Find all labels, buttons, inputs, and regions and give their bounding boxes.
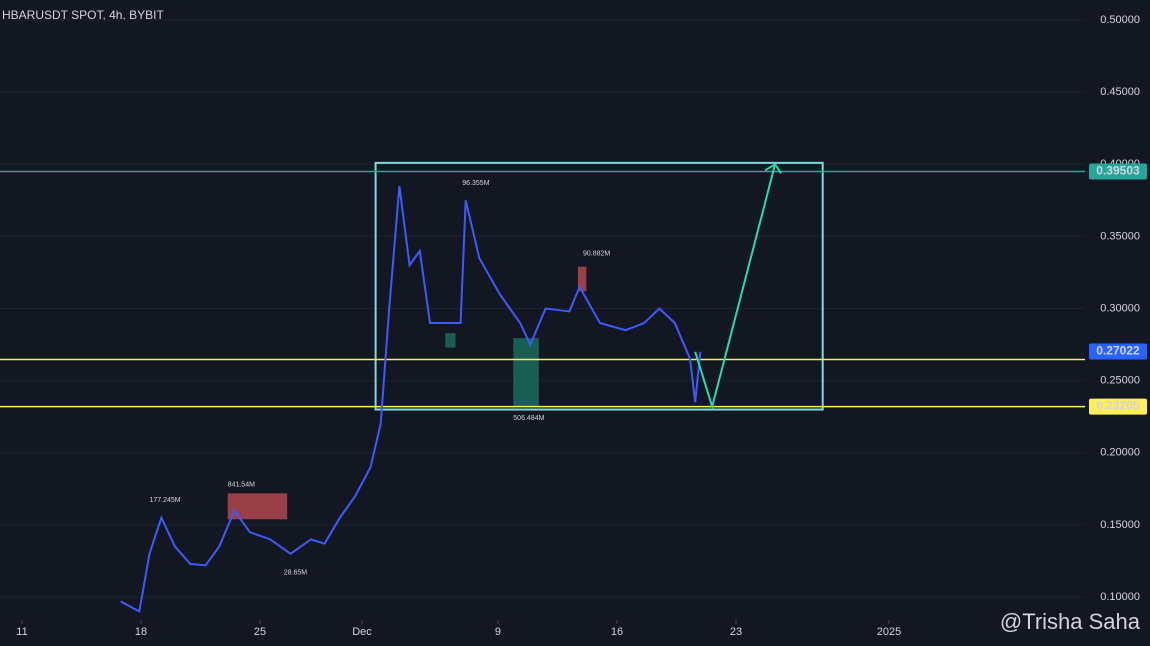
x-tick-label: 18 xyxy=(135,626,147,638)
y-tick-label: 0.10000 xyxy=(1100,591,1140,603)
x-tick-label: 23 xyxy=(730,626,742,638)
price-tag xyxy=(1089,163,1147,180)
x-tick-label: 16 xyxy=(611,626,623,638)
x-tick-label: 9 xyxy=(495,626,501,638)
annotation: 841.54M xyxy=(228,481,255,488)
zone xyxy=(577,266,587,292)
x-tick-label: Dec xyxy=(352,626,372,638)
price-tag xyxy=(1089,398,1147,415)
price-tag-label: 0.39503 xyxy=(1096,164,1140,178)
price-tag xyxy=(1089,343,1147,360)
annotation: 96.355M xyxy=(462,180,489,187)
x-tick-label: 2025 xyxy=(877,626,901,638)
annotation: 28.65M xyxy=(284,569,308,576)
y-tick-label: 0.25000 xyxy=(1100,375,1140,387)
price-tag-label: 0.23205 xyxy=(1096,399,1140,413)
y-tick-label: 0.45000 xyxy=(1100,86,1140,98)
range-box xyxy=(374,161,824,411)
y-tick-label: 0.20000 xyxy=(1100,447,1140,459)
y-tick-label: 0.15000 xyxy=(1100,519,1140,531)
y-tick-label: 0.35000 xyxy=(1100,230,1140,242)
annotation: 506.484M xyxy=(513,415,544,422)
zone xyxy=(445,333,456,348)
y-tick-label: 0.50000 xyxy=(1100,14,1140,26)
annotation: 177.245M xyxy=(149,497,180,504)
price-tag-label: 0.27022 xyxy=(1096,344,1140,358)
annotation: 90.882M xyxy=(583,251,610,258)
price-line xyxy=(120,185,702,614)
projection-arrowhead xyxy=(764,162,782,174)
y-tick-label: 0.30000 xyxy=(1100,302,1140,314)
zone xyxy=(513,338,539,407)
x-tick-label: 11 xyxy=(16,626,27,638)
zone xyxy=(227,493,288,520)
watermark: @Trisha Saha xyxy=(1000,609,1141,634)
projection-line xyxy=(694,164,777,411)
x-tick-label: 25 xyxy=(254,626,266,638)
chart-title: HBARUSDT SPOT, 4h, BYBIT xyxy=(2,8,164,22)
